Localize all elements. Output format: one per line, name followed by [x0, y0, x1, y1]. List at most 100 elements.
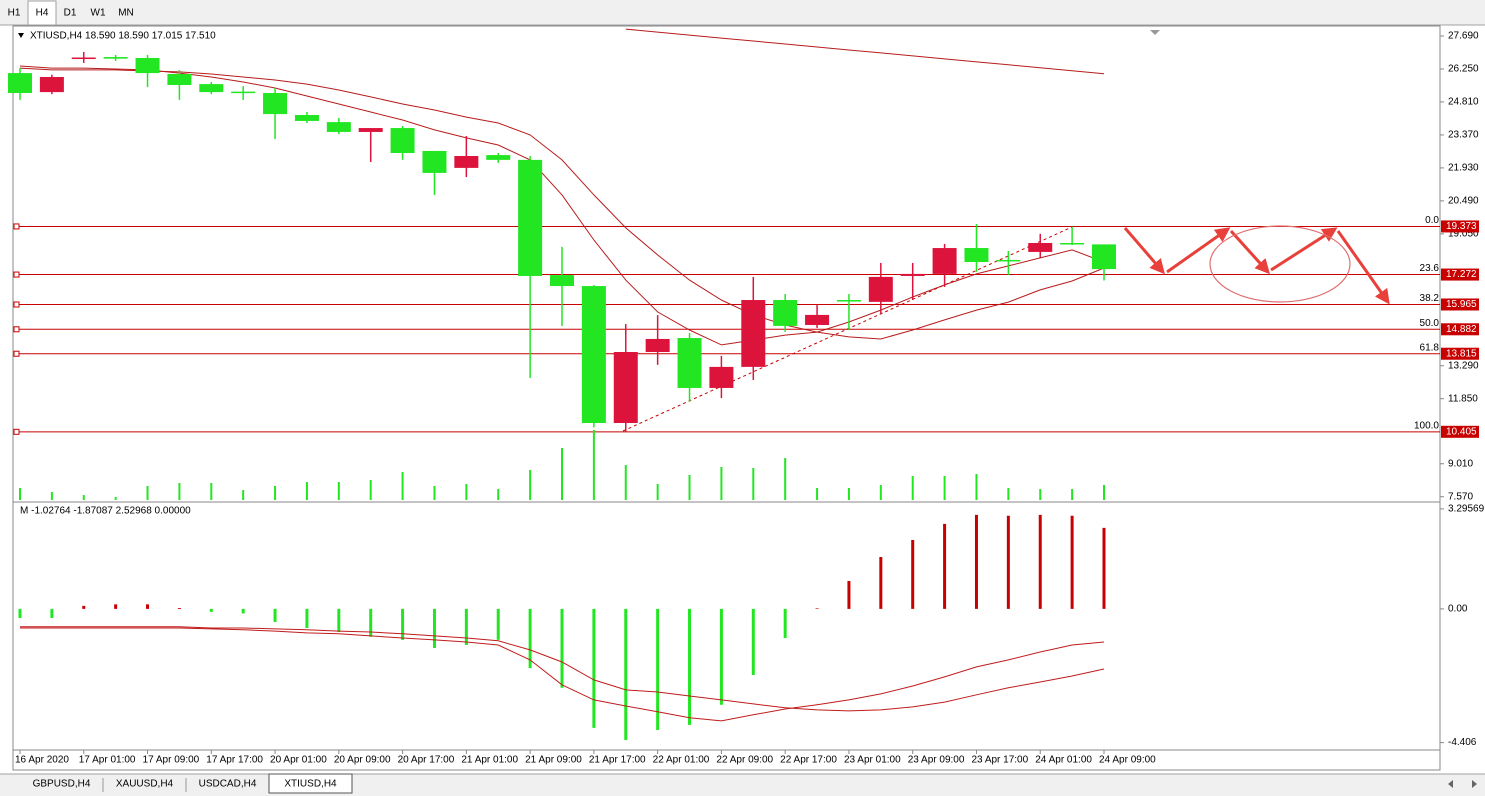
price-tag-label: 14.882: [1446, 324, 1477, 335]
signal-line: [20, 627, 1105, 722]
y-tick-label: 21.930: [1448, 163, 1479, 174]
candle-body: [1028, 243, 1053, 252]
x-tick-label: 20 Apr 09:00: [334, 755, 391, 766]
candle-body: [71, 57, 96, 60]
x-tick-label: 17 Apr 09:00: [143, 755, 200, 766]
candle-body: [326, 122, 351, 132]
price-tag: [1441, 268, 1479, 281]
signal-line: [20, 626, 1105, 712]
price-tag-label: 10.405: [1446, 426, 1477, 437]
candle-body: [709, 366, 734, 388]
candle-body: [996, 259, 1021, 262]
x-tick-label: 22 Apr 01:00: [653, 755, 710, 766]
candle-body: [294, 114, 319, 121]
moving-average: [625, 28, 1105, 75]
y-tick-label: 9.010: [1448, 458, 1473, 469]
y-tick-label: 27.690: [1448, 31, 1479, 42]
timeframe-button[interactable]: H1: [8, 8, 21, 19]
x-tick-label: 21 Apr 09:00: [525, 755, 582, 766]
fib-label: 23.6: [1420, 263, 1440, 274]
y-tick-label: 7.570: [1448, 491, 1473, 502]
candle-body: [454, 155, 479, 168]
y-tick-label: 3.29569: [1448, 504, 1485, 515]
candle-body: [868, 276, 893, 302]
y-tick-label: 20.490: [1448, 196, 1479, 207]
candle-body: [358, 128, 383, 132]
timeframe-button[interactable]: W1: [91, 8, 106, 19]
candle-body: [550, 275, 574, 287]
x-tick-label: 24 Apr 09:00: [1099, 755, 1156, 766]
candle-body: [486, 155, 511, 160]
price-tag: [1441, 347, 1479, 360]
y-tick-label: 23.370: [1448, 130, 1479, 141]
price-tag: [1441, 298, 1479, 311]
fib-anchor: [13, 223, 20, 230]
x-tick-label: 17 Apr 01:00: [79, 755, 136, 766]
price-tag: [1441, 323, 1479, 336]
price-tag: [1441, 425, 1479, 438]
fib-anchor: [13, 271, 20, 278]
y-tick-label: 11.850: [1448, 393, 1478, 404]
x-tick-label: 24 Apr 01:00: [1035, 755, 1092, 766]
candle-body: [39, 76, 64, 93]
candle-body: [422, 150, 447, 173]
x-tick-label: 22 Apr 17:00: [780, 755, 837, 766]
candle-body: [836, 300, 861, 302]
x-tick-label: 21 Apr 01:00: [461, 755, 518, 766]
price-tag-label: 13.815: [1446, 348, 1477, 359]
x-tick-label: 23 Apr 01:00: [844, 755, 901, 766]
arrow: [1229, 229, 1271, 275]
candle-body: [964, 248, 989, 263]
timeframe-button[interactable]: MN: [118, 8, 134, 19]
candle-body: [932, 248, 957, 274]
x-tick-label: 21 Apr 17:00: [589, 755, 646, 766]
candle-body: [263, 93, 288, 115]
candle-body: [805, 314, 830, 325]
fib-anchor: [13, 428, 20, 435]
y-tick-label: 13.290: [1448, 360, 1479, 371]
price-tag-label: 15.965: [1446, 299, 1477, 310]
candle-body: [741, 300, 766, 367]
arrow: [1270, 227, 1338, 272]
candle-body: [390, 128, 415, 154]
fib-label: 50.0: [1420, 318, 1440, 329]
plot-frame: [12, 25, 1441, 771]
symbol-tab[interactable]: XAUUSD,H4: [116, 779, 174, 790]
candle-body: [135, 57, 160, 74]
x-tick-label: 23 Apr 09:00: [908, 755, 965, 766]
y-tick-label: -4.406: [1448, 737, 1477, 748]
symbol-tab[interactable]: USDCAD,H4: [199, 779, 257, 790]
price-tag-label: 17.272: [1446, 269, 1477, 280]
fib-label: 100.0: [1414, 420, 1439, 431]
candle-body: [1060, 243, 1085, 245]
fib-label: 61.8: [1420, 342, 1440, 353]
timeframe-button[interactable]: H4: [36, 8, 49, 19]
chart-title: XTIUSD,H4 18.590 18.590 17.015 17.510: [30, 31, 216, 42]
candle-body: [677, 338, 702, 388]
fib-anchor: [13, 326, 20, 333]
shift-marker: [1150, 30, 1160, 35]
fib-anchor: [13, 350, 20, 357]
timeframe-button[interactable]: D1: [64, 8, 77, 19]
y-tick-label: 0.00: [1448, 604, 1468, 615]
forecast-annotation: [1123, 225, 1390, 305]
toolbar-bg: [0, 0, 1485, 25]
tabbar-bg: [0, 774, 1485, 796]
symbol-tab[interactable]: XTIUSD,H4: [284, 779, 337, 790]
fib-anchor: [13, 301, 20, 308]
arrow: [1166, 227, 1231, 274]
candle-body: [773, 300, 798, 326]
symbol-tab[interactable]: GBPUSD,H4: [33, 779, 91, 790]
fib-label: 38.2: [1420, 293, 1440, 304]
x-tick-label: 22 Apr 09:00: [716, 755, 773, 766]
candle-body: [581, 286, 606, 423]
y-tick-label: 26.250: [1448, 64, 1479, 75]
scroll-right[interactable]: [1472, 780, 1477, 788]
scroll-left[interactable]: [1448, 780, 1453, 788]
candle-body: [199, 84, 224, 93]
title-menu-icon: [18, 33, 24, 38]
candle-body: [518, 159, 543, 276]
candle-body: [1092, 244, 1116, 270]
candle-body: [613, 352, 638, 423]
